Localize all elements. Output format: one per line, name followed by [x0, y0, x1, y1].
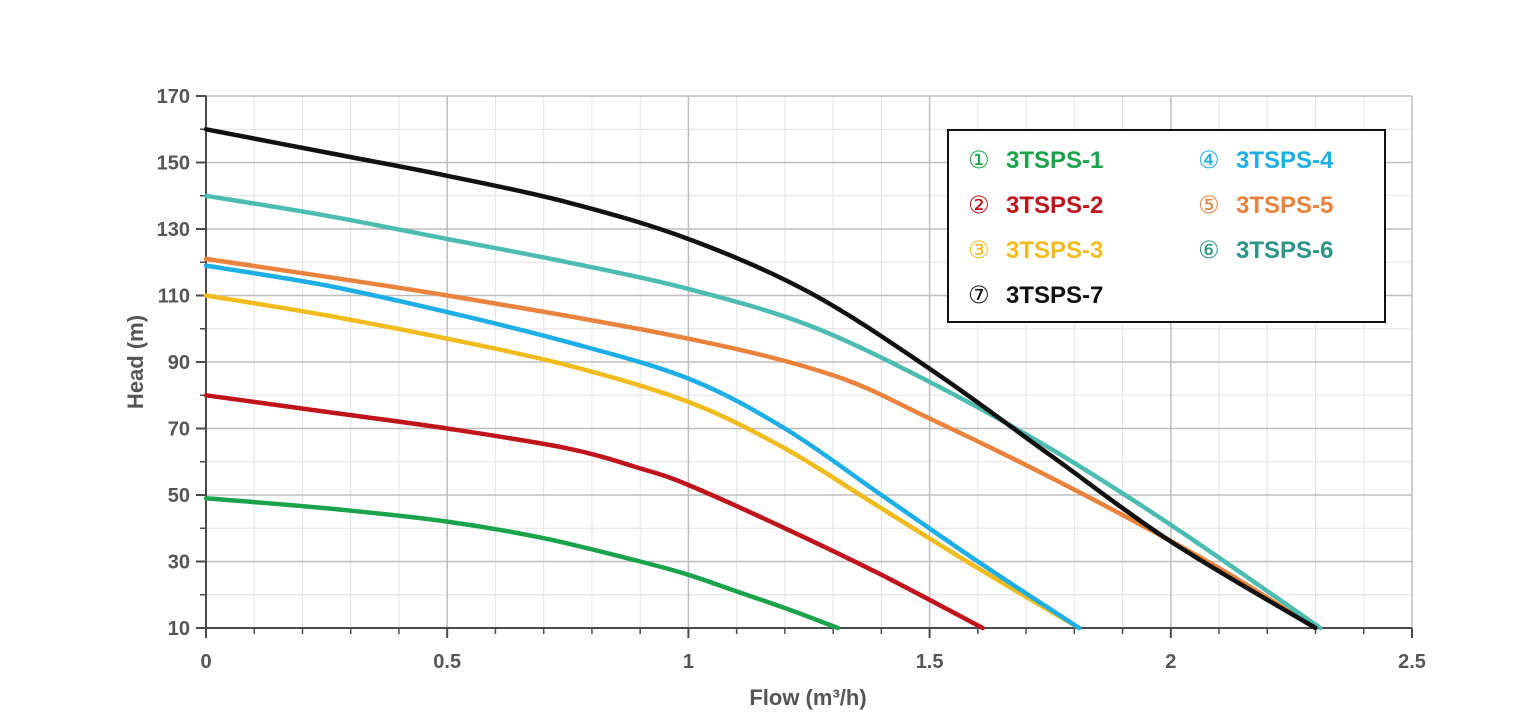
y-tick-label: 10 [168, 618, 190, 640]
legend-label: 3TSPS-6 [1236, 237, 1333, 264]
legend-box [947, 129, 1386, 323]
legend-item-3tsps-5: ⑤ 3TSPS-5 [1198, 191, 1333, 219]
legend-marker: ⑦ [968, 281, 990, 309]
y-axis-label: Head (m) [123, 315, 148, 409]
x-tick-label: 1.5 [916, 651, 944, 673]
x-tick-label: 2.5 [1398, 651, 1426, 673]
chart-tick-labels: 0 0.5 1 1.5 2 2.5 10 30 50 70 90 110 130 150 170 [157, 86, 1426, 673]
legend-item-3tsps-6: ⑥ 3TSPS-6 [1198, 236, 1333, 264]
x-tick-label: 0 [200, 651, 211, 673]
series-line-3tsps-3 [203, 293, 1082, 631]
y-tick-label: 170 [157, 86, 190, 108]
legend-marker: ⑥ [1198, 236, 1220, 264]
y-tick-label: 50 [168, 485, 190, 507]
legend-marker: ⑤ [1198, 191, 1220, 219]
legend-label: 3TSPS-4 [1236, 147, 1334, 174]
y-tick-label: 130 [157, 219, 190, 241]
legend-label: 3TSPS-1 [1006, 147, 1103, 174]
legend-marker: ④ [1198, 146, 1220, 174]
legend-label: 3TSPS-5 [1236, 192, 1333, 219]
legend-marker: ② [968, 191, 990, 219]
legend-item-3tsps-4: ④ 3TSPS-4 [1198, 146, 1334, 174]
x-tick-label: 0.5 [433, 651, 461, 673]
legend-item-3tsps-2: ② 3TSPS-2 [968, 191, 1103, 219]
series-line-3tsps-4 [203, 263, 1082, 631]
chart-axes [196, 95, 1413, 638]
y-tick-label: 30 [168, 552, 190, 574]
x-tick-label: 2 [1165, 651, 1176, 673]
legend-marker: ① [968, 146, 990, 174]
series-line-3tsps-7 [203, 127, 1318, 631]
y-tick-label: 110 [158, 286, 190, 308]
legend-marker: ③ [968, 236, 990, 264]
y-tick-label: 70 [168, 419, 190, 441]
legend-label: 3TSPS-2 [1006, 192, 1103, 219]
series-line-3tsps-1 [203, 496, 841, 631]
legend-item-3tsps-1: ① 3TSPS-1 [968, 146, 1103, 174]
series-line-3tsps-2 [203, 393, 985, 631]
y-tick-label: 90 [168, 352, 190, 374]
legend-label: 3TSPS-7 [1006, 282, 1103, 309]
legend-label: 3TSPS-3 [1006, 237, 1103, 264]
x-tick-label: 1 [683, 651, 694, 673]
x-axis-label: Flow (m³/h) [749, 685, 866, 710]
chart-curves [203, 127, 1323, 631]
legend-item-3tsps-7: ⑦ 3TSPS-7 [968, 281, 1103, 309]
legend-item-3tsps-3: ③ 3TSPS-3 [968, 236, 1103, 264]
y-tick-label: 150 [157, 153, 190, 175]
legend: ① 3TSPS-1 ② 3TSPS-2 ③ 3TSPS-3 ④ 3TSPS-4 ⑤ 3TSPS-5… [947, 129, 1386, 323]
series-line-3tsps-6 [203, 193, 1323, 631]
